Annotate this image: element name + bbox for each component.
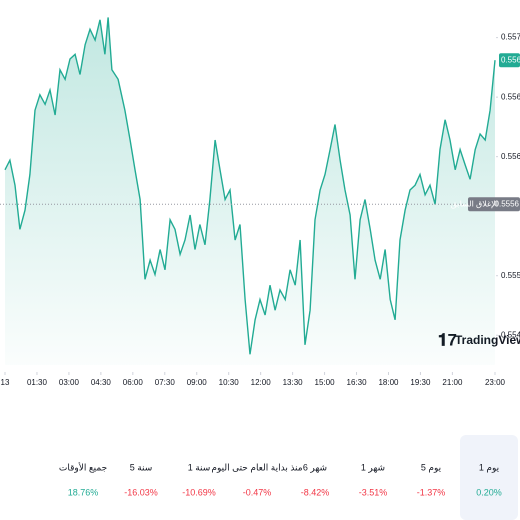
- period-label[interactable]: 1 سنة: [188, 462, 211, 472]
- previous-close-label: الإغلاق السابق: [451, 199, 498, 209]
- x-tick-label: 12:00: [251, 378, 272, 387]
- period-change: -1.37%: [417, 487, 446, 497]
- y-tick-label: 0.55600: [501, 152, 520, 161]
- x-tick-label: 18:00: [378, 378, 399, 387]
- previous-close-box: [468, 197, 520, 212]
- period-label[interactable]: 1 شهر: [361, 462, 385, 472]
- period-label[interactable]: منذ بداية العام حتى اليوم: [211, 462, 302, 472]
- y-tick-label: 0.55500: [501, 271, 520, 280]
- period-change: -16.03%: [124, 487, 158, 497]
- previous-close-value: 0.5556: [495, 199, 520, 208]
- x-tick-label: 21:00: [442, 378, 463, 387]
- x-tick-label: 01:30: [27, 378, 48, 387]
- period-change: -3.51%: [359, 487, 388, 497]
- x-tick-label: 16:30: [347, 378, 368, 387]
- y-tick-label: 0.55700: [501, 33, 520, 42]
- area: [5, 17, 495, 366]
- last-price: 0.55681: [501, 55, 520, 64]
- period-label[interactable]: 1 يوم: [479, 462, 500, 472]
- period-change: -0.47%: [243, 487, 272, 497]
- x-tick-label: 06:00: [123, 378, 144, 387]
- period-change: 0.20%: [476, 487, 502, 497]
- period-selected: [460, 435, 518, 520]
- x-tick-label: 04:30: [91, 378, 112, 387]
- x-tick-label: 07:30: [155, 378, 176, 387]
- period-change: -10.69%: [182, 487, 216, 497]
- x-tick-label: 15:00: [315, 378, 336, 387]
- x-tick-label: 13:30: [283, 378, 304, 387]
- period-change: 18.76%: [68, 487, 99, 497]
- x-tick-label: 09:00: [187, 378, 208, 387]
- price-line: [4, 17, 496, 355]
- period-change: -8.42%: [301, 487, 330, 497]
- y-tick-label: 0.55450: [501, 330, 520, 339]
- period-label[interactable]: 5 سنة: [130, 462, 153, 472]
- x-tick-label: 10:30: [219, 378, 240, 387]
- period-label[interactable]: 6 شهر: [303, 462, 327, 472]
- period-label[interactable]: 5 يوم: [421, 462, 442, 472]
- x-tick-label: 23:00: [485, 378, 506, 387]
- last-price-box: [499, 53, 520, 68]
- x-tick-label: 03:00: [59, 378, 80, 387]
- x-tick-label: 13: [1, 378, 10, 387]
- period-label[interactable]: جميع الأوقات: [59, 461, 107, 472]
- y-tick-label: 0.55650: [501, 92, 520, 101]
- x-tick-label: 19:30: [410, 378, 431, 387]
